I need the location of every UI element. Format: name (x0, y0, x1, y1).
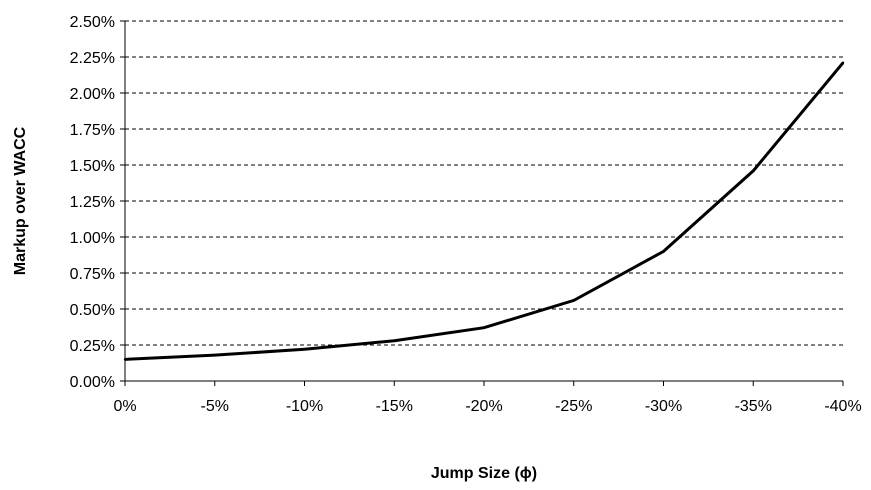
data-point-0-7 (752, 169, 755, 172)
y-tick-label-0: 0.00% (70, 374, 115, 391)
data-point-0-8 (841, 61, 845, 64)
data-point-0-0 (123, 358, 127, 361)
y-tick-label-4: 1.00% (70, 230, 115, 247)
series-lines (123, 61, 845, 361)
x-tick-label-4: -20% (465, 398, 502, 415)
data-point-0-1 (213, 353, 216, 357)
gridlines (120, 20, 843, 382)
x-tick-labels: 0% -5% -10% -15% -20% -25% -30% -35% -40% (113, 381, 862, 415)
x-tick-label-6: -30% (645, 398, 682, 415)
y-tick-label-2: 0.50% (70, 302, 115, 319)
y-tick-label-5: 1.25% (70, 194, 115, 211)
y-tick-label-6: 1.50% (70, 158, 115, 175)
y-tick-label-9: 2.25% (70, 50, 115, 67)
x-tick-label-5: -25% (555, 398, 592, 415)
y-tick-label-3: 0.75% (70, 266, 115, 283)
data-point-0-5 (572, 299, 575, 302)
x-axis-title: Jump Size (ϕ) (431, 465, 537, 482)
x-tick-label-3: -15% (376, 398, 413, 415)
y-tick-label-1: 0.25% (70, 338, 115, 355)
x-tick-label-8: -40% (824, 398, 861, 415)
x-tick-label-2: -10% (286, 398, 323, 415)
y-tick-label-8: 2.00% (70, 86, 115, 103)
y-axis-title: Markup over WACC (12, 126, 29, 275)
data-point-0-2 (303, 348, 306, 351)
y-tick-label-10: 2.50% (70, 14, 115, 31)
x-tick-label-0: 0% (113, 398, 136, 415)
y-tick-labels: 0.00% 0.25% 0.50% 0.75% 1.00% 1.25% 1.50% 1.75%… (70, 14, 115, 391)
series-line-0 (124, 61, 845, 361)
data-point-0-6 (662, 250, 665, 253)
x-tick-label-7: -35% (735, 398, 772, 415)
y-tick-label-7: 1.75% (70, 122, 115, 139)
data-point-0-4 (482, 326, 486, 329)
data-point-0-3 (393, 339, 396, 342)
x-tick-label-1: -5% (201, 398, 229, 415)
